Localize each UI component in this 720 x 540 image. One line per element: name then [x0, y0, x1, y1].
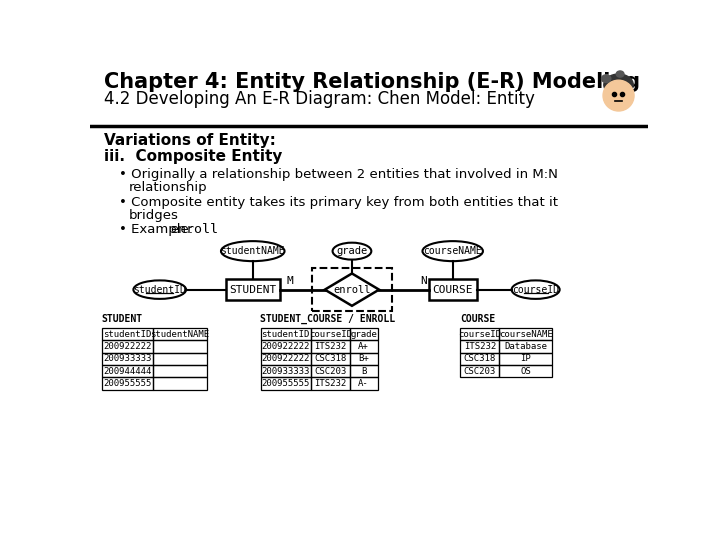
Text: enroll: enroll	[171, 224, 219, 237]
Bar	[102, 353, 153, 365]
Text: Variations of Entity:: Variations of Entity:	[104, 132, 276, 147]
Text: STUDENT: STUDENT	[229, 285, 276, 295]
Text: CSC203: CSC203	[314, 367, 346, 376]
Bar	[461, 328, 499, 340]
Text: • Example:: • Example:	[120, 224, 198, 237]
Bar	[102, 328, 153, 340]
Text: COURSE: COURSE	[433, 285, 473, 295]
Bar	[261, 328, 311, 340]
Bar	[311, 353, 350, 365]
Bar	[311, 328, 350, 340]
Bar	[350, 353, 377, 365]
Text: 200933333: 200933333	[261, 367, 310, 376]
Text: 200944444: 200944444	[103, 367, 151, 376]
Text: studentID: studentID	[103, 330, 151, 339]
Text: courseNAME: courseNAME	[423, 246, 482, 256]
Bar	[350, 340, 377, 353]
Text: studentNAME: studentNAME	[150, 330, 210, 339]
Text: CSC318: CSC318	[464, 354, 496, 363]
Bar	[153, 365, 207, 377]
Bar	[499, 365, 552, 377]
Bar	[153, 328, 207, 340]
Bar	[261, 340, 311, 353]
Bar	[499, 328, 552, 340]
Bar	[261, 365, 311, 377]
Text: ITS232: ITS232	[314, 342, 346, 351]
Bar	[261, 353, 311, 365]
Bar	[311, 340, 350, 353]
Bar	[225, 279, 280, 300]
Bar	[350, 365, 377, 377]
Text: relationship: relationship	[129, 181, 207, 194]
Bar	[461, 340, 499, 353]
Bar	[350, 328, 377, 340]
Bar	[102, 377, 153, 390]
Bar	[261, 377, 311, 390]
Text: iii.  Composite Entity: iii. Composite Entity	[104, 150, 282, 165]
Text: 4.2 Developing An E-R Diagram: Chen Model: Entity: 4.2 Developing An E-R Diagram: Chen Mode…	[104, 90, 535, 108]
Text: CSC318: CSC318	[314, 354, 346, 363]
Text: OS: OS	[520, 367, 531, 376]
Text: COURSE: COURSE	[461, 314, 495, 325]
Text: studentID: studentID	[261, 330, 310, 339]
Text: B+: B+	[359, 354, 369, 363]
Ellipse shape	[601, 75, 611, 83]
Text: 200922222: 200922222	[261, 354, 310, 363]
Bar	[428, 279, 477, 300]
Bar	[312, 268, 392, 311]
Bar	[350, 377, 377, 390]
Bar	[311, 365, 350, 377]
Text: courseNAME: courseNAME	[499, 330, 552, 339]
Text: N: N	[420, 276, 427, 286]
Text: 200933333: 200933333	[103, 354, 151, 363]
Bar	[461, 365, 499, 377]
Bar	[311, 377, 350, 390]
Text: CSC203: CSC203	[464, 367, 496, 376]
Text: A-: A-	[359, 379, 369, 388]
Text: studentNAME: studentNAME	[220, 246, 285, 256]
Ellipse shape	[616, 71, 624, 77]
Text: • Composite entity takes its primary key from both entities that it: • Composite entity takes its primary key…	[120, 195, 559, 208]
Bar	[153, 353, 207, 365]
Bar	[153, 340, 207, 353]
Text: ITS232: ITS232	[464, 342, 496, 351]
Text: ITS232: ITS232	[314, 379, 346, 388]
Text: B: B	[361, 367, 366, 376]
Bar	[102, 340, 153, 353]
Text: 200955555: 200955555	[103, 379, 151, 388]
Text: • Originally a relationship between 2 entities that involved in M:N: • Originally a relationship between 2 en…	[120, 168, 558, 181]
Text: Database: Database	[504, 342, 547, 351]
Bar	[499, 340, 552, 353]
Text: M: M	[286, 276, 293, 286]
Text: Chapter 4: Entity Relationship (E-R) Modeling: Chapter 4: Entity Relationship (E-R) Mod…	[104, 72, 640, 92]
Text: STUDENT_COURSE / ENROLL: STUDENT_COURSE / ENROLL	[261, 314, 395, 325]
Text: bridges: bridges	[129, 209, 179, 222]
Text: enroll: enroll	[333, 285, 371, 295]
Text: courseID: courseID	[459, 330, 501, 339]
Bar	[461, 353, 499, 365]
Text: 200922222: 200922222	[103, 342, 151, 351]
Text: IP: IP	[520, 354, 531, 363]
Text: 200922222: 200922222	[261, 342, 310, 351]
Text: grade: grade	[336, 246, 368, 256]
Text: courseID: courseID	[309, 330, 352, 339]
Text: courseID: courseID	[512, 285, 559, 295]
Ellipse shape	[604, 74, 634, 96]
Text: 200955555: 200955555	[261, 379, 310, 388]
Text: A+: A+	[359, 342, 369, 351]
Text: studentID: studentID	[133, 285, 186, 295]
Text: grade: grade	[350, 330, 377, 339]
Bar	[102, 365, 153, 377]
Text: STUDENT: STUDENT	[102, 314, 143, 325]
Bar	[499, 353, 552, 365]
Bar	[153, 377, 207, 390]
Circle shape	[603, 80, 634, 111]
